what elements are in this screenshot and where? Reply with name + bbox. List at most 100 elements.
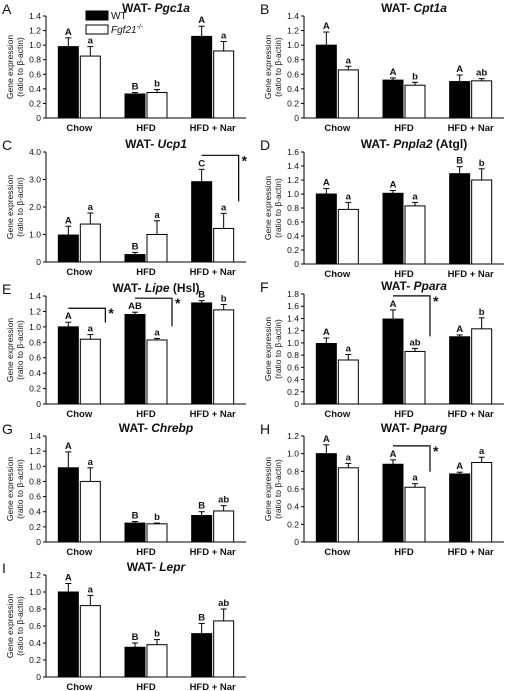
panel-title: WAT- Pgc1a bbox=[122, 1, 190, 15]
panel-title-prefix: WAT- bbox=[119, 421, 151, 435]
y-tick-label: 1.2 bbox=[29, 570, 41, 580]
significance-letter: A bbox=[323, 177, 330, 188]
panel-title: WAT- Ppara bbox=[381, 279, 447, 293]
panel-title: WAT- Cpt1a bbox=[381, 1, 447, 15]
significance-letter: ab bbox=[409, 337, 420, 348]
y-tick-label: 0.4 bbox=[287, 231, 299, 241]
bar-fgf21 bbox=[213, 620, 235, 678]
panel-title-gene: Lipe bbox=[145, 281, 170, 295]
y-tick-label: 0.6 bbox=[29, 69, 41, 79]
bar-wt bbox=[124, 314, 146, 405]
y-axis-label-line2: (ratio to β-actin) bbox=[15, 596, 25, 656]
x-category-label: Chow bbox=[324, 123, 350, 134]
y-tick-label: 0.2 bbox=[29, 655, 41, 665]
panel-title-gene: Pnpla2 bbox=[393, 137, 433, 151]
panel-g: G WAT- Chrebp Gene expression(ratio to β-a… bbox=[2, 421, 246, 558]
panel-i: I WAT- Lepr Gene expression(ratio to β-act… bbox=[2, 560, 246, 691]
y-tick-label: 1.0 bbox=[29, 461, 41, 471]
bar-fgf21 bbox=[404, 205, 426, 265]
y-tick-label: 0.6 bbox=[287, 69, 299, 79]
y-tick-label: 1.0 bbox=[29, 40, 41, 50]
y-axis-label-line1: Gene expression bbox=[5, 175, 15, 240]
significance-letter: b bbox=[479, 158, 485, 169]
significance-letter: b bbox=[221, 293, 227, 304]
significance-letter: B bbox=[198, 612, 205, 623]
panel-title-prefix: WAT- bbox=[127, 560, 159, 574]
bar-fgf21 bbox=[471, 462, 493, 543]
y-tick-label: 0.4 bbox=[287, 502, 299, 512]
significance-letter: B bbox=[132, 632, 139, 643]
bar-fgf21 bbox=[404, 486, 426, 543]
significance-letter: A bbox=[390, 180, 397, 191]
y-tick-label: 0 bbox=[294, 537, 299, 547]
significance-letter: a bbox=[154, 327, 160, 338]
y-tick-label: 1.4 bbox=[287, 313, 299, 323]
y-tick-label: 1.0 bbox=[287, 338, 299, 348]
y-tick-label: 0.6 bbox=[29, 621, 41, 631]
panel-f: F WAT- Ppara Gene expression(ratio to β-ac… bbox=[260, 279, 504, 420]
bar-fgf21 bbox=[213, 227, 235, 263]
y-tick-label: 0.8 bbox=[29, 476, 41, 486]
significance-letter: b bbox=[154, 79, 160, 90]
significance-letter: a bbox=[479, 446, 485, 457]
y-tick-label: 0.4 bbox=[287, 375, 299, 385]
bar-fgf21 bbox=[337, 467, 359, 543]
y-tick-label: 0 bbox=[294, 113, 299, 123]
x-category-label: HFD bbox=[136, 123, 156, 134]
bar-wt bbox=[449, 173, 471, 265]
y-tick-label: 1.6 bbox=[287, 147, 299, 157]
panel-title-prefix: WAT- bbox=[125, 137, 157, 151]
bar-fgf21 bbox=[404, 350, 426, 405]
y-tick-label: 0.4 bbox=[29, 368, 41, 378]
significance-letter: a bbox=[221, 31, 227, 42]
bar-fgf21 bbox=[337, 359, 359, 405]
x-category-label: HFD bbox=[394, 547, 414, 558]
y-tick-label: 0 bbox=[294, 259, 299, 269]
significance-letter: b bbox=[154, 629, 160, 640]
y-tick-label: 0.8 bbox=[287, 203, 299, 213]
y-axis-label-line1: Gene expression bbox=[263, 176, 273, 241]
significance-bracket bbox=[393, 445, 431, 472]
bar-wt bbox=[315, 44, 337, 119]
bar-fgf21 bbox=[79, 55, 101, 119]
bar-fgf21 bbox=[337, 69, 359, 119]
y-axis-label-line2: (ratio to β-actin) bbox=[273, 178, 283, 238]
legend-label-wt: WT bbox=[111, 11, 127, 22]
x-category-label: HFD + Nar bbox=[190, 682, 236, 691]
y-axis-label: Gene expression(ratio to β-actin) bbox=[263, 176, 283, 241]
y-tick-label: 0 bbox=[36, 113, 41, 123]
significance-letter: ab bbox=[218, 495, 229, 506]
x-category-label: Chow bbox=[66, 682, 92, 691]
bar-wt bbox=[449, 81, 471, 119]
y-tick-label: 1.2 bbox=[29, 306, 41, 316]
x-category-label: HFD + Nar bbox=[190, 409, 236, 420]
bar-fgf21 bbox=[146, 644, 168, 678]
panel-title-prefix: WAT- bbox=[381, 279, 413, 293]
y-tick-label: 1.0 bbox=[29, 322, 41, 332]
y-tick-label: 1.4 bbox=[29, 291, 41, 301]
significance-letter: a bbox=[88, 457, 94, 468]
y-axis-label-line1: Gene expression bbox=[5, 457, 15, 522]
significance-star: * bbox=[175, 295, 181, 311]
significance-letter: A bbox=[323, 327, 330, 338]
x-category-label: HFD + Nar bbox=[448, 409, 494, 420]
x-category-label: HFD bbox=[136, 682, 156, 691]
significance-letter: a bbox=[346, 55, 352, 66]
y-tick-label: 0.6 bbox=[29, 492, 41, 502]
x-category-label: HFD + Nar bbox=[448, 547, 494, 558]
significance-star: * bbox=[242, 152, 248, 168]
panel-title-prefix: WAT- bbox=[381, 1, 413, 15]
significance-letter: A bbox=[198, 15, 205, 26]
y-tick-label: 1.0 bbox=[287, 189, 299, 199]
bar-wt bbox=[191, 181, 213, 263]
bar-wt bbox=[124, 93, 146, 119]
significance-letter: A bbox=[65, 311, 72, 322]
y-tick-label: 1.2 bbox=[287, 26, 299, 36]
significance-star: * bbox=[433, 293, 439, 309]
x-category-label: HFD bbox=[394, 409, 414, 420]
significance-letter: B bbox=[132, 82, 139, 93]
significance-letter: A bbox=[323, 21, 330, 32]
y-tick-label: 1.2 bbox=[287, 326, 299, 336]
bar-wt bbox=[57, 467, 79, 543]
y-axis-label-line1: Gene expression bbox=[263, 35, 273, 100]
